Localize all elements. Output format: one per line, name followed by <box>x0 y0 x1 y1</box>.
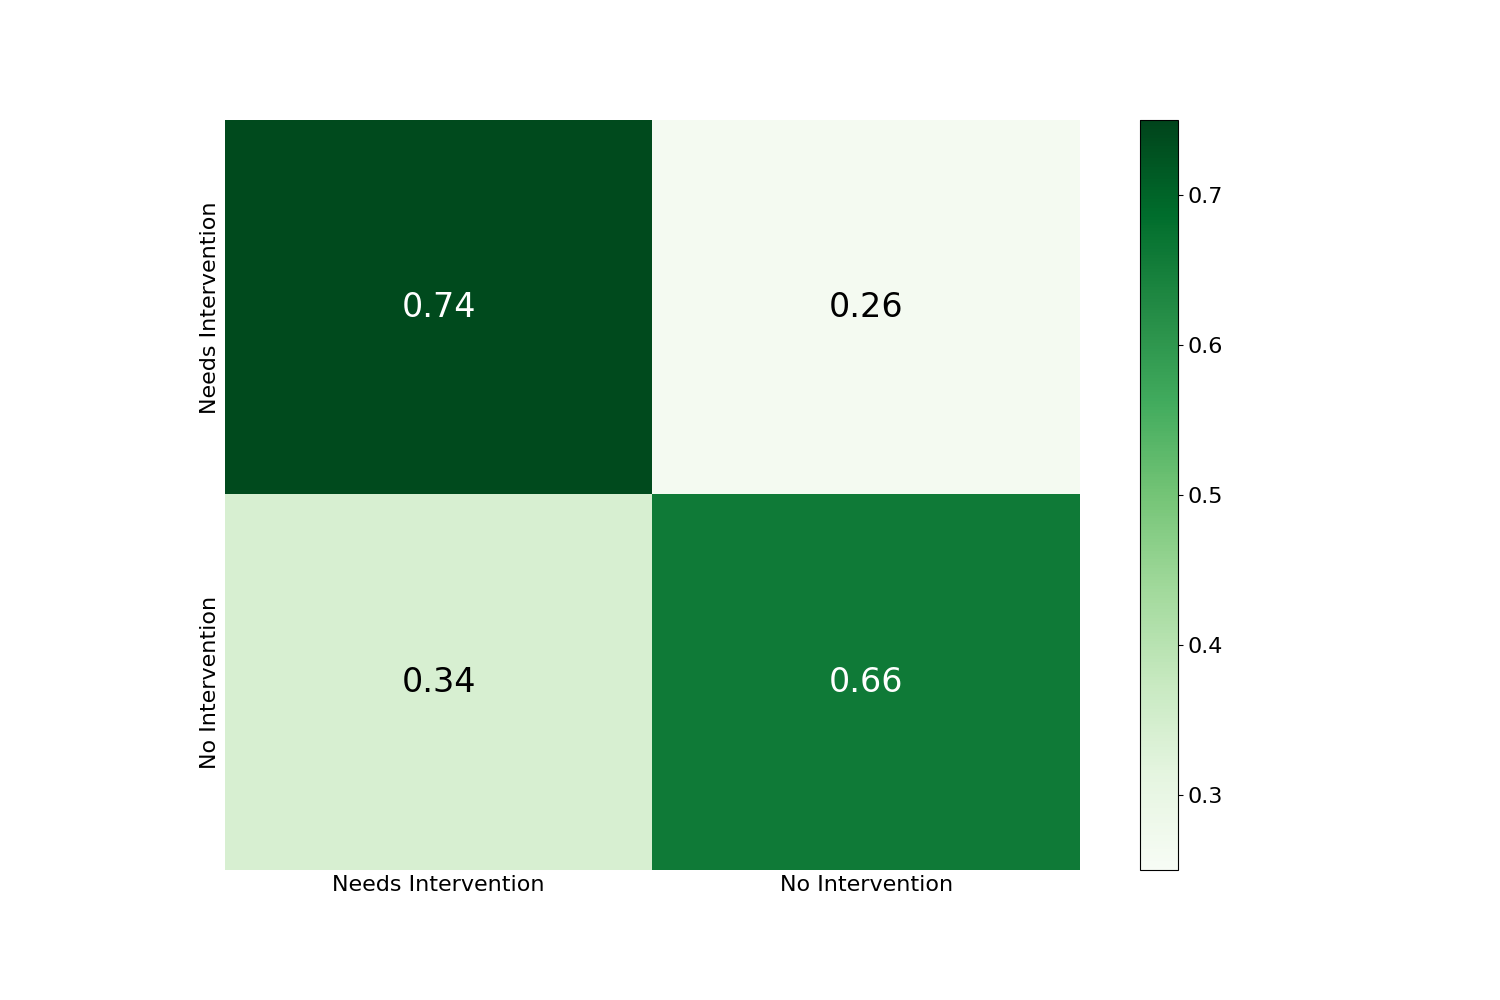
Text: 0.26: 0.26 <box>830 291 903 324</box>
Text: 0.34: 0.34 <box>402 666 476 699</box>
Text: 0.66: 0.66 <box>830 666 903 699</box>
Text: 0.74: 0.74 <box>402 291 476 324</box>
